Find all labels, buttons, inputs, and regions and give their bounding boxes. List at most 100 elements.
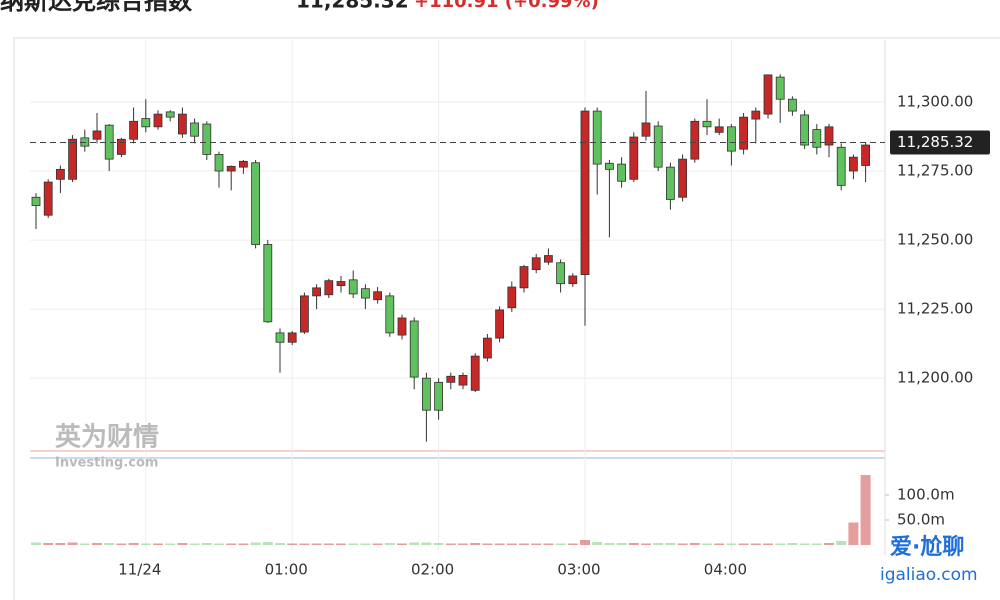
candle-body (568, 275, 578, 285)
volume-bar (360, 543, 371, 545)
volume-bar (262, 542, 273, 545)
volume-bar (421, 542, 432, 545)
candle-body (92, 130, 102, 140)
volume-bar (177, 543, 188, 545)
y-tick-label: 11,225.00 (897, 300, 973, 318)
volume-bar (567, 543, 578, 545)
volume-bar (811, 543, 822, 545)
volume-bar (750, 543, 761, 545)
candle-body (165, 111, 175, 118)
last-price-label: 11,285.32 (897, 133, 973, 151)
watermark: 爱·尬聊 (890, 534, 964, 560)
candle-body (446, 375, 456, 383)
candle-body (299, 295, 309, 333)
candle-body (117, 138, 126, 155)
candle-body (678, 158, 687, 198)
watermark: igaliao.com (880, 565, 978, 585)
candle-body (409, 320, 419, 378)
candle-body (458, 375, 468, 386)
candle-body (385, 295, 395, 334)
volume-bar (250, 542, 261, 545)
volume-bar (848, 522, 859, 545)
candle-body (531, 257, 541, 271)
volume-bar (506, 543, 517, 545)
volume-bar (482, 543, 493, 545)
volume-bar (397, 543, 407, 545)
volume-bar (384, 543, 395, 545)
volume-bar (458, 543, 468, 545)
candle-body (629, 136, 639, 180)
volume-bar (92, 543, 102, 545)
candle-body (519, 266, 529, 289)
y-tick-label: 100.0m (897, 486, 955, 504)
volume-bar (592, 542, 603, 545)
candle-body (238, 160, 248, 168)
volume-bar (226, 543, 237, 545)
y-tick-label: 11,250.00 (897, 231, 973, 249)
volume-bar (336, 543, 346, 545)
x-tick-label: 11/24 (118, 561, 161, 579)
watermark: Investing.com (55, 456, 158, 471)
volume-bar (311, 543, 322, 545)
volume-bar (372, 543, 383, 545)
volume-bar (189, 543, 200, 545)
candle-body (373, 291, 383, 301)
candle-body (190, 122, 200, 137)
last-price-box (890, 130, 990, 155)
candle-body (739, 116, 748, 150)
candle-body (824, 126, 834, 146)
candle-body (775, 76, 785, 100)
volume-bar (104, 543, 115, 545)
candle-body (641, 122, 651, 137)
volume-bar (140, 543, 151, 545)
candle-body (653, 125, 663, 168)
volume-bar (799, 543, 810, 545)
candle-body (348, 279, 358, 295)
y-tick-label: 11,275.00 (897, 162, 973, 180)
volume-bar (116, 543, 127, 545)
volume-bar (55, 543, 66, 545)
volume-bar (31, 542, 41, 545)
y-tick-label: 11,200.00 (897, 369, 973, 387)
candle-body (751, 110, 761, 120)
volume-bar (201, 543, 212, 545)
volume-bar (275, 543, 285, 545)
candle-body (800, 114, 809, 146)
candle-body (275, 332, 285, 343)
volume-bar (494, 543, 505, 545)
candle-body (226, 165, 236, 172)
volume-bar (616, 543, 627, 545)
volume-bar (555, 543, 566, 545)
candle-body (788, 98, 797, 112)
header-change: +110.91 (+0.99%) (414, 0, 599, 12)
candle-body (263, 244, 273, 323)
volume-bar (689, 543, 700, 545)
candle-body (617, 163, 626, 182)
volume-bar (824, 543, 834, 545)
volume-bar (519, 543, 529, 545)
candle-body (397, 317, 407, 336)
volume-bar (323, 543, 334, 545)
volume-bar (714, 543, 725, 545)
x-tick-label: 04:00 (704, 561, 747, 579)
header-price: 11,285.32 (296, 0, 409, 13)
watermark: 英为财情 (55, 423, 159, 453)
volume-bar (287, 543, 298, 545)
volume-bar (665, 543, 676, 545)
candle-body (580, 110, 590, 275)
volume-bar (348, 543, 359, 545)
candle-body (495, 309, 505, 339)
candle-body (507, 286, 517, 309)
volume-bar (580, 540, 590, 545)
candle-body (214, 154, 224, 172)
x-tick-label: 03:00 (557, 561, 600, 579)
candle-body (68, 138, 77, 180)
candle-body (141, 118, 151, 128)
candle-body (666, 166, 675, 200)
volume-bar (543, 543, 554, 545)
volume-bar (787, 543, 798, 545)
y-tick-label: 50.0m (897, 511, 945, 529)
candle-body (312, 287, 322, 297)
candle-body (605, 162, 614, 170)
